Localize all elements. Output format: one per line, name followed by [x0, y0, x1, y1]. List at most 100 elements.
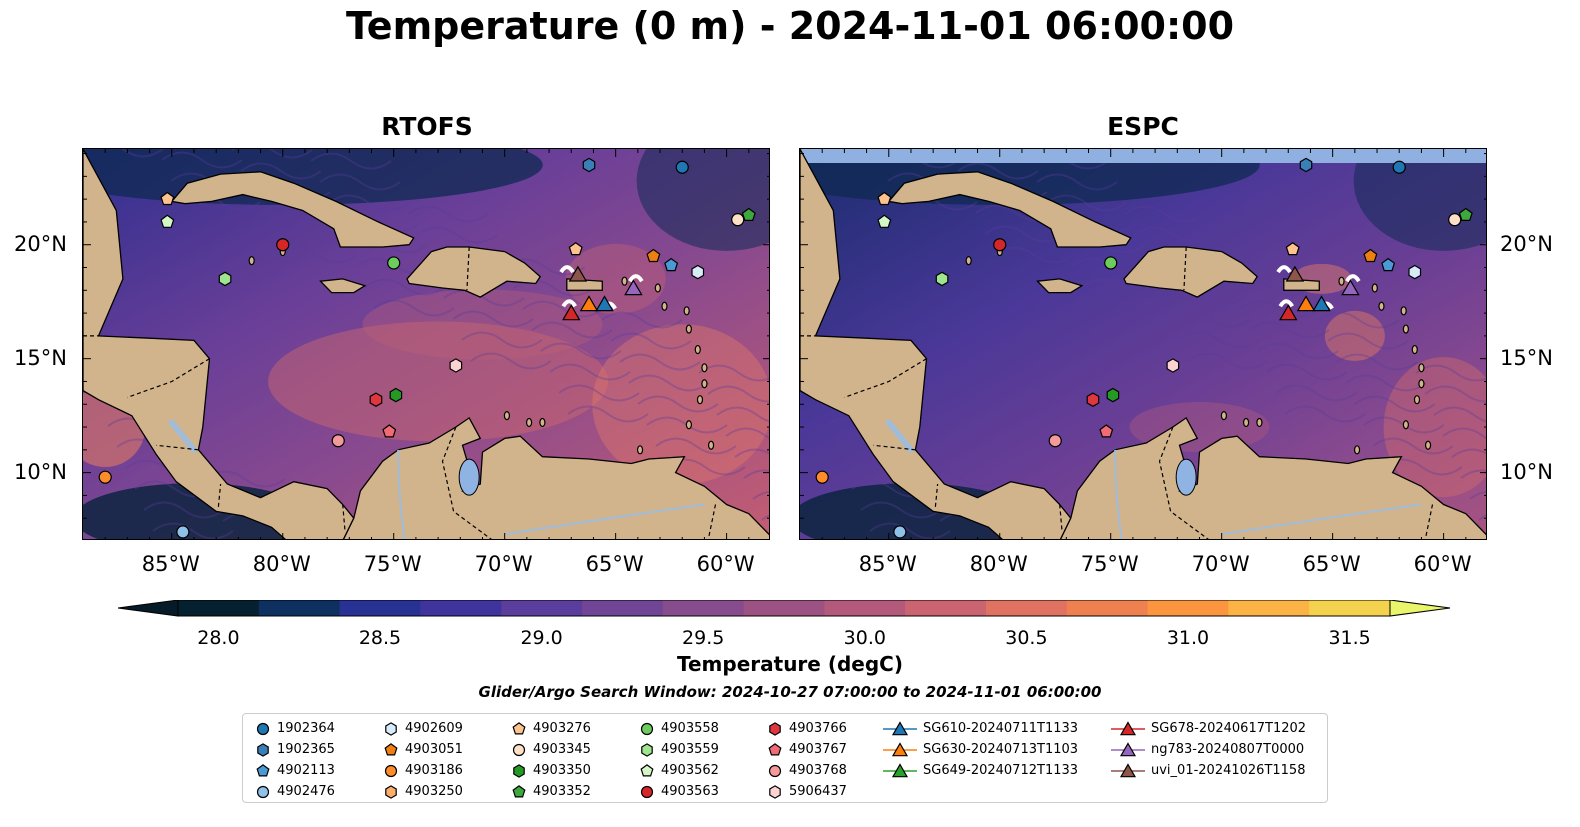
argo-float-4903051[interactable] [646, 248, 661, 263]
argo-float-4903186[interactable] [98, 470, 112, 484]
argo-float-4903563[interactable] [993, 238, 1007, 252]
colorbar-tick-label: 28.5 [358, 627, 402, 649]
glider-SG630[interactable] [579, 295, 599, 312]
argo-float-4903350[interactable] [389, 387, 403, 403]
legend-marker-triangle[interactable] [891, 720, 909, 735]
legend-marker-hexagon[interactable] [513, 763, 525, 778]
central-america-land [83, 149, 355, 539]
argo-float-4903345[interactable] [1448, 213, 1462, 227]
argo-float-4902113[interactable] [1381, 257, 1396, 272]
legend-marker-pentagon[interactable] [384, 742, 398, 755]
argo-float-4903350[interactable] [1106, 387, 1120, 403]
country-border [466, 246, 470, 291]
glider-uvi_01[interactable] [568, 265, 588, 282]
argo-float-1902364[interactable] [1392, 160, 1406, 174]
argo-float-4903276[interactable] [568, 241, 583, 256]
legend-label: 4903562 [661, 763, 719, 778]
argo-float-4902609[interactable] [1408, 264, 1422, 280]
argo-float-4903559[interactable] [218, 271, 232, 287]
legend-marker-hexagon[interactable] [769, 721, 781, 736]
legend-label: uvi_01-20241026T1158 [1151, 763, 1306, 778]
argo-float-4902609[interactable] [691, 264, 705, 280]
legend-marker-pentagon[interactable] [512, 721, 526, 734]
argo-float-4903768[interactable] [331, 434, 345, 448]
map-panel-espc[interactable] [799, 148, 1487, 540]
legend-marker-hexagon[interactable] [641, 742, 653, 757]
argo-float-1902364[interactable] [1299, 157, 1313, 173]
small-island [683, 306, 690, 316]
glider-ng783[interactable] [624, 279, 643, 296]
argo-float-4902113[interactable] [664, 257, 679, 272]
argo-float-5906437[interactable] [1166, 358, 1180, 373]
legend-marker-pentagon[interactable] [640, 763, 654, 776]
legend-marker-hexagon[interactable] [385, 784, 397, 799]
argo-float-4903768[interactable] [1048, 434, 1062, 448]
legend-marker-triangle[interactable] [891, 762, 909, 777]
argo-float-4903767[interactable] [1099, 424, 1114, 438]
legend-marker-pentagon[interactable] [256, 763, 270, 776]
argo-float-4903345[interactable] [731, 213, 745, 227]
argo-float-4903352[interactable] [741, 207, 756, 222]
legend-marker-circle[interactable] [384, 764, 398, 777]
legend-item: 1902365 [255, 739, 335, 760]
argo-float-4903766[interactable] [369, 392, 383, 407]
glider-SG678[interactable] [562, 304, 581, 321]
argo-float-4903563[interactable] [276, 238, 290, 252]
legend-marker-circle[interactable] [640, 722, 654, 735]
hispaniola-land [406, 246, 542, 298]
glider-SG678[interactable] [1279, 304, 1298, 321]
glider-SG610[interactable] [1312, 295, 1331, 312]
lon-label: 80°W [969, 552, 1028, 576]
glider-track [1278, 299, 1294, 308]
argo-float-4902476[interactable] [176, 525, 190, 539]
argo-float-4903276[interactable] [160, 191, 175, 206]
argo-float-1902364[interactable] [675, 160, 689, 174]
colorbar-tick-label: 31.5 [1328, 627, 1371, 649]
colorbar-bin [743, 600, 825, 616]
argo-float-4903186[interactable] [815, 470, 829, 484]
glider-SG610[interactable] [595, 295, 614, 312]
legend-marker-triangle[interactable] [1119, 741, 1137, 756]
legend-marker-circle[interactable] [256, 722, 270, 735]
legend-marker-circle[interactable] [768, 764, 782, 777]
legend-label: 4903766 [789, 721, 847, 736]
legend-marker-circle[interactable] [640, 785, 654, 798]
small-island [965, 256, 972, 266]
argo-float-4903562[interactable] [877, 214, 892, 228]
argo-float-4903766[interactable] [1086, 392, 1100, 407]
legend-label: 4903559 [661, 742, 719, 757]
legend-marker-pentagon[interactable] [768, 742, 782, 755]
argo-float-4903558[interactable] [387, 256, 401, 270]
legend-marker-hexagon[interactable] [769, 784, 781, 799]
argo-float-4902476[interactable] [893, 525, 907, 539]
argo-float-4903559[interactable] [935, 271, 949, 287]
puerto-rico-land [566, 278, 603, 291]
argo-float-4903276[interactable] [1285, 241, 1300, 256]
legend-marker-triangle[interactable] [1119, 720, 1137, 735]
argo-float-5906437[interactable] [449, 358, 463, 373]
legend-marker-hexagon[interactable] [385, 721, 397, 736]
legend-label: 4903768 [789, 763, 847, 778]
legend-marker-hexagon[interactable] [257, 742, 269, 757]
argo-float-4903051[interactable] [1363, 248, 1378, 263]
glider-ng783[interactable] [1341, 279, 1360, 296]
argo-float-4903352[interactable] [1458, 207, 1473, 222]
glider-uvi_01[interactable] [1285, 265, 1305, 282]
legend-item: 4903352 [511, 781, 591, 802]
legend-item: 4903276 [511, 718, 591, 739]
map-panel-rtofs[interactable] [82, 148, 770, 540]
legend-marker-circle[interactable] [512, 743, 526, 756]
colorbar-bin [258, 600, 341, 616]
argo-float-4903558[interactable] [1104, 256, 1118, 270]
argo-float-4903767[interactable] [382, 424, 397, 438]
argo-float-4903562[interactable] [160, 214, 175, 228]
argo-float-4903276[interactable] [877, 191, 892, 206]
legend-marker-circle[interactable] [256, 785, 270, 798]
legend-marker-triangle[interactable] [891, 741, 909, 756]
argo-float-1902364[interactable] [582, 157, 596, 173]
colorbar-extend-low [117, 599, 179, 617]
hispaniola-land [1123, 246, 1259, 298]
legend-marker-pentagon[interactable] [512, 784, 526, 797]
glider-SG630[interactable] [1296, 295, 1316, 312]
legend-marker-triangle[interactable] [1119, 762, 1137, 777]
